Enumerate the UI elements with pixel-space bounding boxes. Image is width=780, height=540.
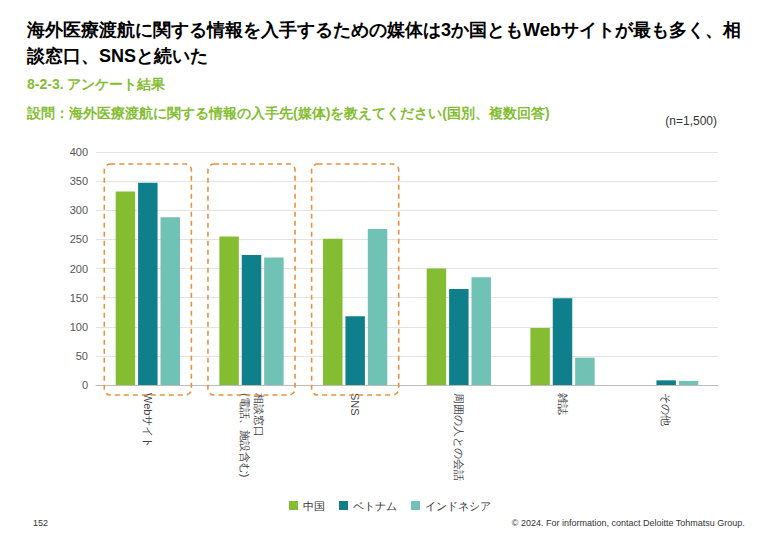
svg-text:8-2-3. アンケート結果: 8-2-3. アンケート結果 [27,76,166,92]
svg-text:(電話、施設含む): (電話、施設含む) [239,393,251,477]
svg-text:250: 250 [70,233,88,245]
svg-text:200: 200 [70,263,88,275]
svg-text:50: 50 [76,350,88,362]
svg-text:談窓口、SNSと続いた: 談窓口、SNSと続いた [26,46,208,66]
svg-text:SNS: SNS [349,393,361,416]
svg-text:設問：海外医療渡航に関する情報の入手先(媒体)を教えてくださ: 設問：海外医療渡航に関する情報の入手先(媒体)を教えてください(国別、複数回答) [26,105,550,121]
svg-text:Webサイト: Webサイト [142,393,154,448]
svg-text:相談窓口: 相談窓口 [253,393,265,437]
svg-text:152: 152 [33,518,48,528]
svg-text:周囲の人との会話: 周囲の人との会話 [453,393,465,481]
svg-text:© 2024. For information, conta: © 2024. For information, contact Deloitt… [512,518,745,528]
svg-text:0: 0 [82,379,88,391]
svg-text:その他: その他 [660,393,672,426]
svg-text:150: 150 [70,292,88,304]
svg-text:ベトナム: ベトナム [353,500,397,512]
svg-text:中国: 中国 [303,500,325,512]
svg-text:海外医療渡航に関する情報を入手するための媒体は3か国ともWe: 海外医療渡航に関する情報を入手するための媒体は3か国ともWebサイトが最も多く、… [26,20,741,40]
svg-text:100: 100 [70,321,88,333]
svg-text:(n=1,500): (n=1,500) [665,114,717,128]
svg-text:雑誌: 雑誌 [557,393,569,415]
svg-text:400: 400 [70,146,88,158]
svg-text:300: 300 [70,204,88,216]
svg-text:350: 350 [70,175,88,187]
svg-text:インドネシア: インドネシア [425,500,491,512]
